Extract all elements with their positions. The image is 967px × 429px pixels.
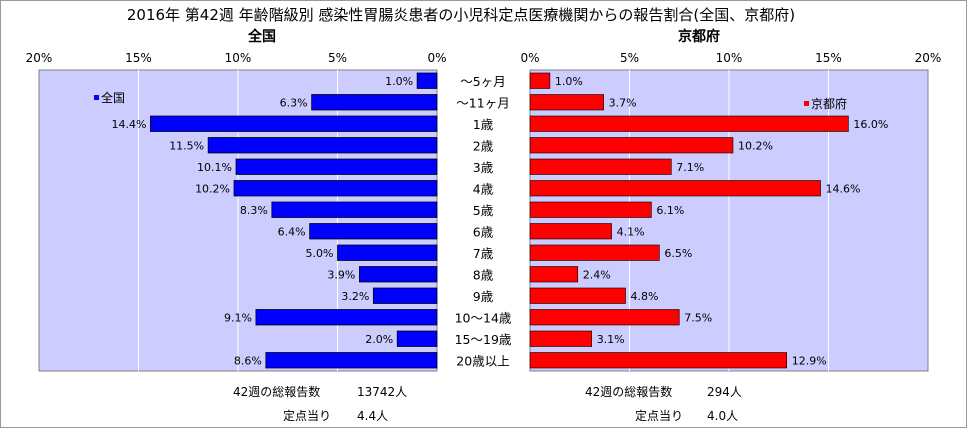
right-bar — [529, 266, 579, 283]
category-label: 7歳 — [473, 246, 494, 261]
left-value-label: 9.1% — [224, 311, 252, 324]
right-tick-label: 5% — [620, 51, 639, 65]
left-value-label: 11.5% — [169, 139, 204, 152]
left-bar — [396, 330, 438, 347]
left-panel-header: 全国 — [247, 28, 276, 45]
right-value-label: 2.4% — [583, 268, 611, 281]
right-bar — [529, 330, 592, 347]
left-bar — [311, 94, 438, 111]
left-value-label: 2.0% — [365, 333, 393, 346]
right-value-label: 3.7% — [609, 96, 637, 109]
left-value-label: 6.4% — [278, 225, 306, 238]
right-value-label: 16.0% — [853, 118, 888, 131]
left-bar — [150, 115, 438, 132]
right-tick-label: 0% — [520, 51, 539, 65]
category-label: 20歳以上 — [456, 353, 509, 368]
right-legend-swatch — [804, 101, 809, 106]
left-bar — [372, 287, 438, 304]
left-bar — [309, 223, 438, 240]
right-value-label: 4.1% — [617, 225, 645, 238]
category-label: 15～19歳 — [455, 332, 512, 347]
left-tick-label: 10% — [225, 51, 252, 65]
left-per-site-label: 定点当り — [283, 408, 331, 423]
category-label: 3歳 — [473, 160, 494, 175]
right-value-label: 12.9% — [792, 354, 827, 367]
right-bar — [529, 352, 788, 369]
chart-title: 2016年 第42週 年齢階級別 感染性胃腸炎患者の小児科定点医療機関からの報告… — [127, 6, 795, 24]
left-bar — [207, 137, 438, 154]
left-tick-label: 20% — [26, 51, 53, 65]
right-bar — [529, 137, 734, 154]
right-value-label: 4.8% — [631, 290, 659, 303]
left-value-label: 3.9% — [327, 268, 355, 281]
left-value-label: 6.3% — [280, 96, 308, 109]
category-label: 8歳 — [473, 267, 494, 282]
right-total-value: 294人 — [707, 385, 742, 399]
left-value-label: 8.6% — [234, 354, 262, 367]
left-bar — [235, 158, 438, 175]
right-tick-label: 15% — [815, 51, 842, 65]
category-label: 2歳 — [473, 138, 494, 153]
left-value-label: 8.3% — [240, 204, 268, 217]
left-bar — [265, 352, 438, 369]
category-label: 9歳 — [473, 289, 494, 304]
right-panel-header: 京都府 — [678, 28, 720, 45]
category-label: 6歳 — [473, 224, 494, 239]
category-label: 5歳 — [473, 203, 494, 218]
right-bar — [529, 158, 672, 175]
left-tick-label: 5% — [328, 51, 347, 65]
right-value-label: 14.6% — [826, 182, 861, 195]
right-per-site-value: 4.0人 — [707, 409, 738, 423]
left-value-label: 1.0% — [385, 75, 413, 88]
left-legend-label: 全国 — [101, 90, 125, 105]
right-bar — [529, 94, 604, 111]
category-label: ～11ヶ月 — [456, 95, 509, 110]
left-bar — [337, 244, 438, 261]
right-value-label: 6.5% — [664, 247, 692, 260]
left-legend-swatch — [94, 95, 99, 100]
right-bar — [529, 72, 551, 89]
left-value-label: 14.4% — [111, 118, 146, 131]
left-value-label: 5.0% — [306, 247, 334, 260]
left-bar — [271, 201, 438, 218]
right-value-label: 3.1% — [597, 333, 625, 346]
left-value-label: 3.2% — [341, 290, 369, 303]
right-value-label: 7.5% — [684, 311, 712, 324]
left-value-label: 10.2% — [195, 182, 230, 195]
category-label: 10～14歳 — [455, 310, 512, 325]
left-bar — [359, 266, 438, 283]
left-bar — [233, 180, 438, 197]
category-label: 1歳 — [473, 117, 494, 132]
right-value-label: 1.0% — [555, 75, 583, 88]
right-per-site-label: 定点当り — [635, 408, 683, 423]
right-value-label: 7.1% — [676, 161, 704, 174]
right-legend-label: 京都府 — [811, 96, 847, 111]
right-bar — [529, 201, 652, 218]
right-bar — [529, 223, 612, 240]
left-tick-label: 0% — [427, 51, 446, 65]
left-bar — [255, 309, 438, 326]
category-label: 4歳 — [473, 181, 494, 196]
right-tick-label: 20% — [915, 51, 942, 65]
left-tick-label: 15% — [125, 51, 152, 65]
left-per-site-value: 4.4人 — [357, 409, 388, 423]
right-bar — [529, 180, 821, 197]
left-total-label: 42週の総報告数 — [233, 384, 320, 399]
right-tick-label: 10% — [716, 51, 743, 65]
right-value-label: 10.2% — [738, 139, 773, 152]
left-value-label: 10.1% — [197, 161, 232, 174]
right-bar — [529, 309, 680, 326]
left-total-value: 13742人 — [357, 385, 407, 399]
left-bar — [416, 72, 438, 89]
right-bar — [529, 115, 849, 132]
right-total-label: 42週の総報告数 — [585, 384, 672, 399]
right-value-label: 6.1% — [656, 204, 684, 217]
right-bar — [529, 287, 626, 304]
right-bar — [529, 244, 660, 261]
category-label: ～5ヶ月 — [460, 74, 505, 89]
